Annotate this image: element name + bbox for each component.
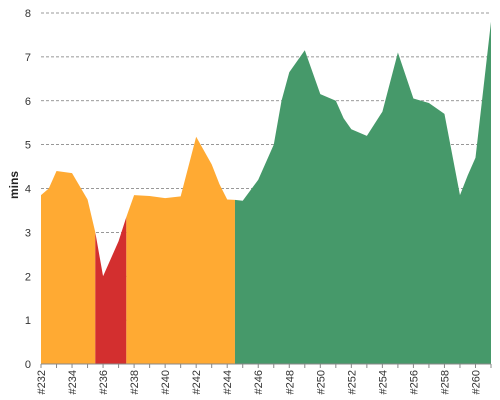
x-tick-label: #256 [408,370,420,394]
y-tick-label: 3 [25,227,31,239]
x-tick-label: #252 [346,370,358,394]
x-tick-label: #232 [36,370,48,394]
x-tick-label: #242 [191,370,203,394]
axis-layer: 0 1 2 3 4 5 6 7 8 #232 #234 #236 #238 #240 #242 #244 #24… [25,8,492,394]
y-tick-label: 5 [25,140,31,152]
x-tick-label: #236 [98,370,110,394]
x-tick-label: #246 [253,370,265,394]
y-tick-label: 0 [25,359,31,371]
x-tick-label: #248 [284,370,296,394]
area-segment-failed [95,217,127,364]
y-tick-label: 4 [25,184,31,196]
y-tick-label: 2 [25,271,31,283]
x-tick-label: #260 [470,370,482,394]
y-tick-label: 6 [25,96,31,108]
x-tick-label: #238 [129,370,141,394]
x-tick-label: #254 [377,370,389,394]
x-tick-label: #258 [439,370,451,394]
x-tick-label: #244 [222,370,234,394]
x-tick-label: #250 [315,370,327,394]
area-layer [41,21,491,365]
y-tick-label: 8 [25,8,31,20]
y-tick-label: 7 [25,52,31,64]
y-tick-label: 1 [25,315,31,327]
area-segment-unstable [126,136,235,364]
x-tick-label: #234 [67,370,79,394]
area-segment-unstable [41,170,96,364]
x-tick-label: #240 [160,370,172,394]
y-axis-label: mins [7,171,21,199]
area-segment-success [234,21,491,365]
